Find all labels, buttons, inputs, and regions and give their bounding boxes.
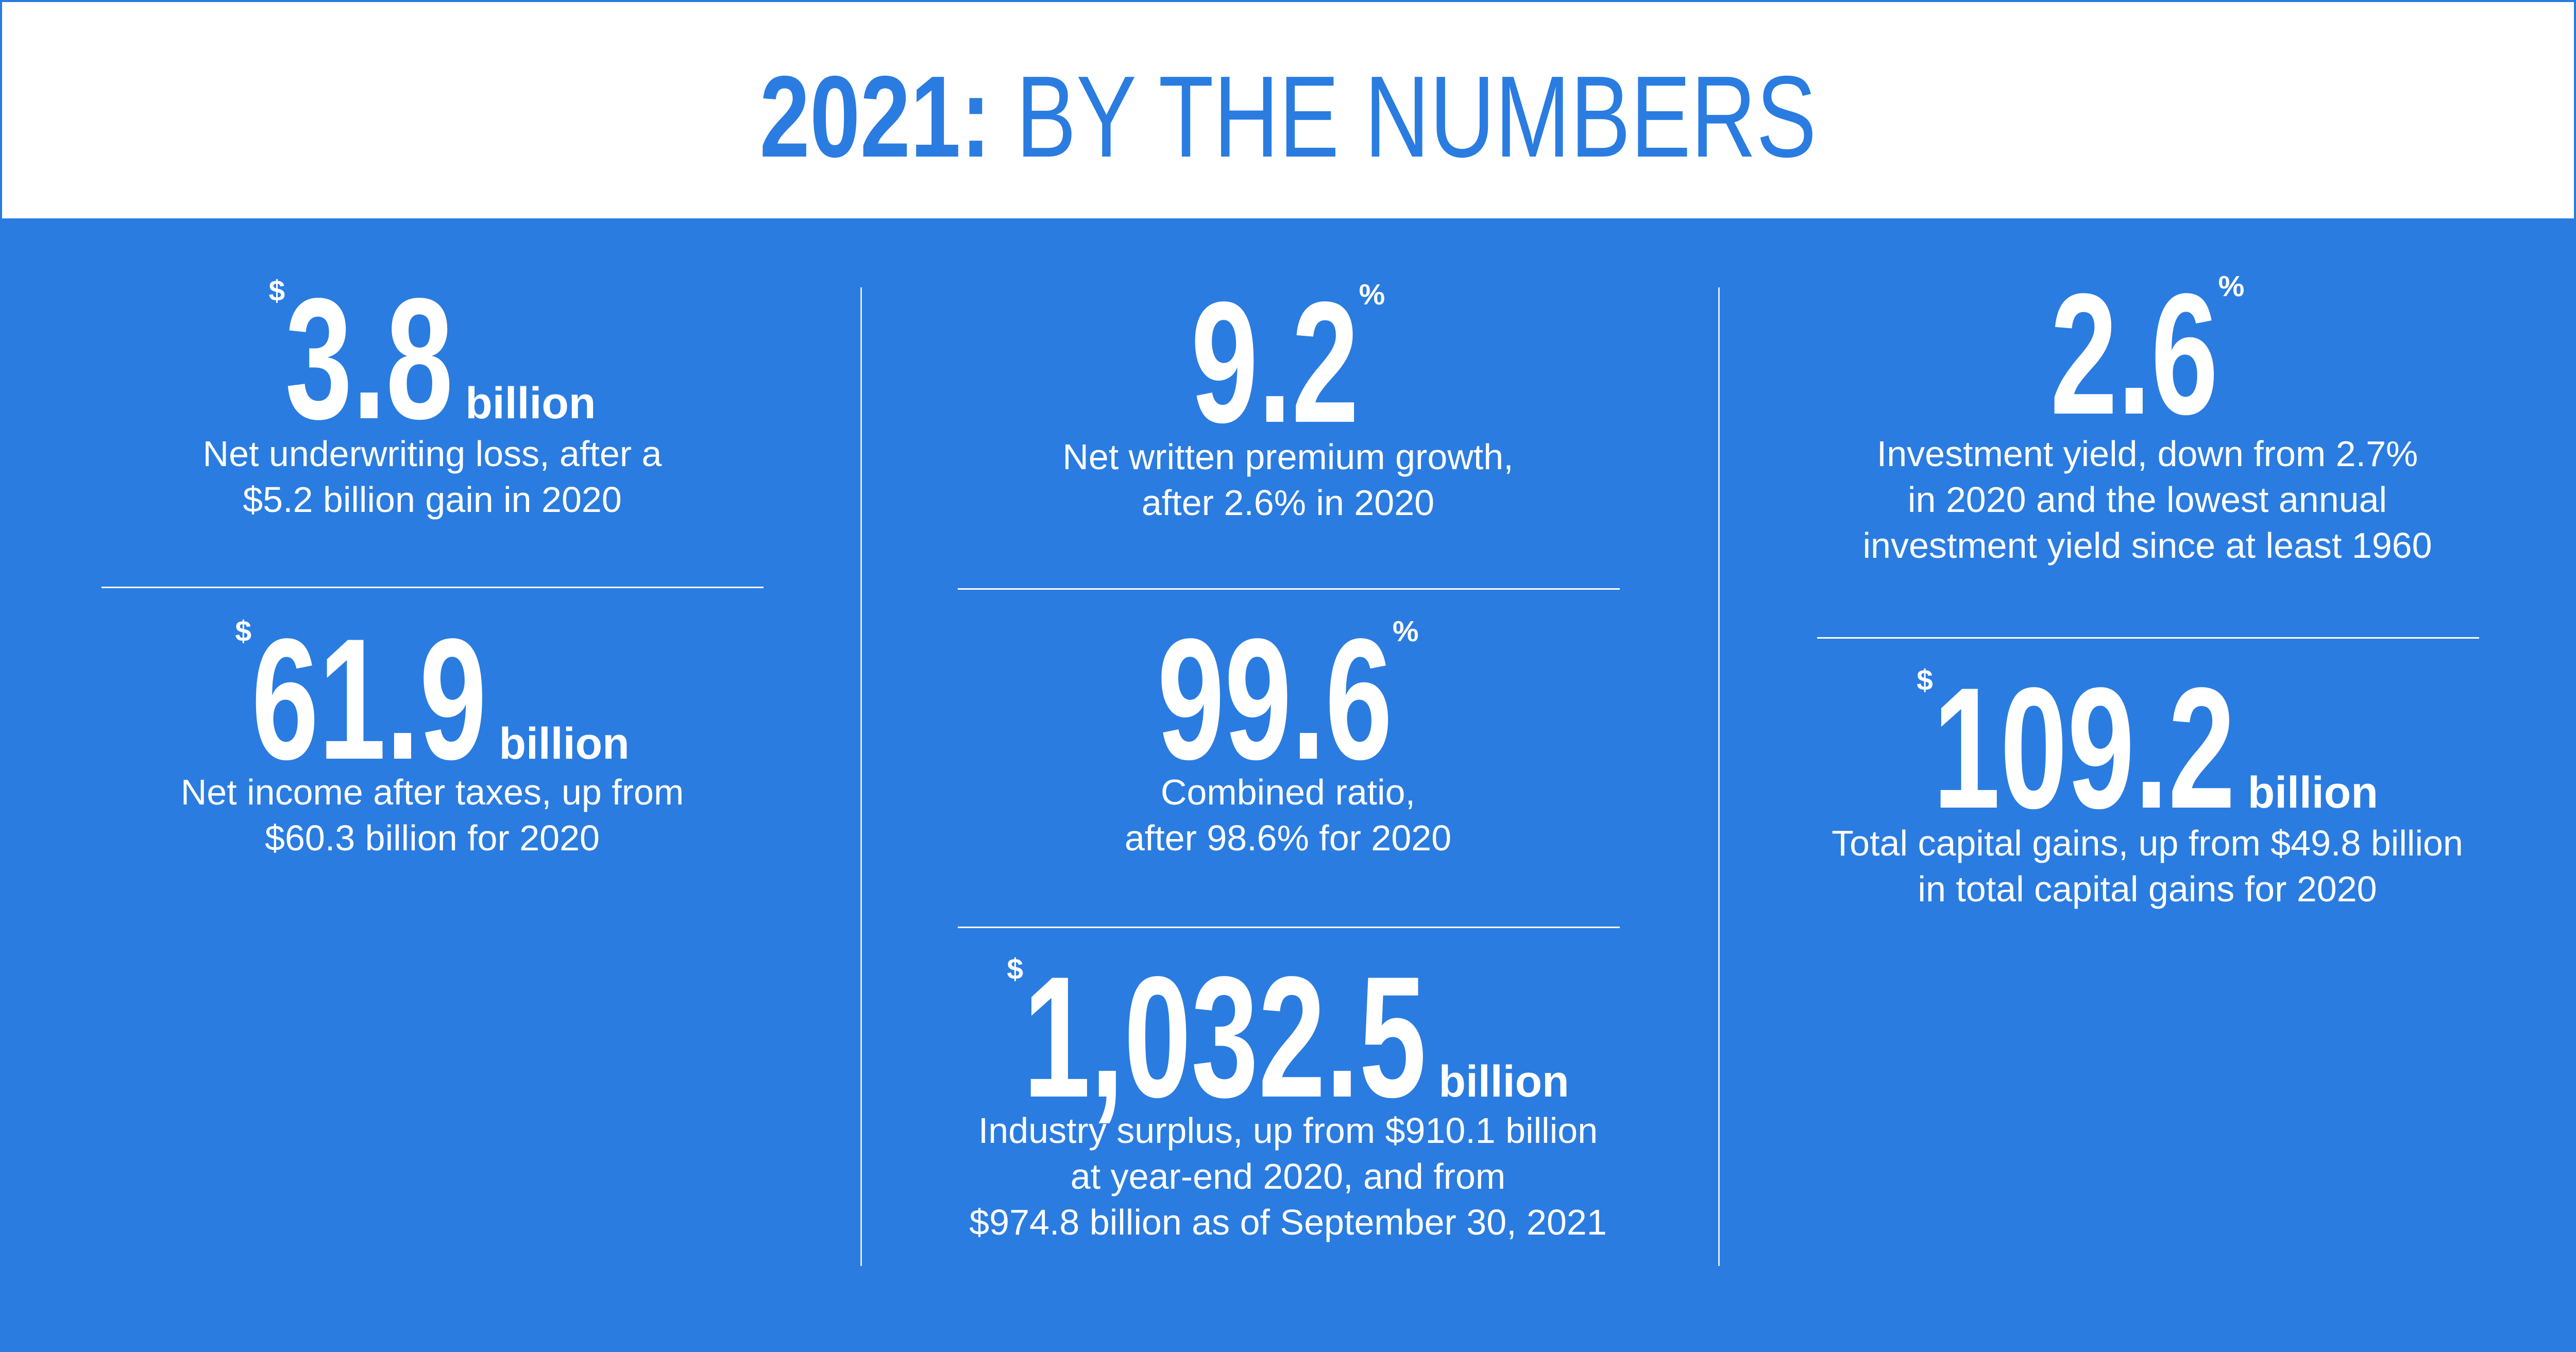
stat-value: 9.2 bbox=[1191, 266, 1359, 458]
stat-description: Net underwriting loss, after a $5.2 billi… bbox=[203, 431, 662, 523]
divider bbox=[958, 927, 1620, 928]
stat-description: Net income after taxes, up from $60.3 bil… bbox=[181, 769, 684, 861]
stat-value: 3.8 bbox=[285, 262, 453, 455]
column-divider bbox=[860, 287, 862, 1266]
header: 2021: BY THE NUMBERS bbox=[0, 0, 2576, 218]
divider bbox=[101, 587, 764, 588]
description-line: investment yield since at least 1960 bbox=[1862, 525, 2432, 566]
column-divider bbox=[1718, 287, 1720, 1266]
title: 2021: BY THE NUMBERS bbox=[2, 59, 2574, 175]
stat-value: 2.6 bbox=[2050, 258, 2218, 450]
divider bbox=[1817, 637, 2479, 639]
description-line: $60.3 billion for 2020 bbox=[265, 818, 600, 858]
description-line: in 2020 and the lowest annual bbox=[1907, 480, 2387, 520]
currency-sign: $ bbox=[1007, 953, 1024, 986]
description-line: in total capital gains for 2020 bbox=[1918, 869, 2377, 909]
percent-sign: % bbox=[1392, 615, 1419, 648]
description-line: Total capital gains, up from $49.8 billi… bbox=[1832, 823, 2463, 863]
description-line: Net written premium growth, bbox=[1062, 437, 1514, 477]
description-line: Net underwriting loss, after a bbox=[202, 434, 662, 474]
description-line: Combined ratio, bbox=[1160, 772, 1416, 812]
stat-figure: $61.9 billion bbox=[235, 613, 629, 785]
description-line: Investment yield, down from 2.7% bbox=[1876, 434, 2418, 474]
stat-description: Industry surplus, up from $910.1 billion… bbox=[969, 1108, 1607, 1245]
stat-value: 61.9 bbox=[251, 603, 487, 795]
stat-description: Combined ratio, after 98.6% for 2020 bbox=[1125, 769, 1451, 861]
divider bbox=[958, 588, 1620, 590]
stat-unit: billion bbox=[465, 379, 596, 428]
stat-figure: $1,032.5 billion bbox=[1007, 951, 1569, 1123]
stat-figure: 99.6% bbox=[1157, 613, 1418, 785]
stat-description: Investment yield, down from 2.7% in 2020 … bbox=[1862, 431, 2432, 569]
stat-description: Net written premium growth, after 2.6% in… bbox=[1062, 434, 1513, 526]
stat-figure: 2.6% bbox=[2050, 268, 2245, 440]
currency-sign: $ bbox=[235, 615, 252, 648]
stat-unit: billion bbox=[1438, 1057, 1569, 1106]
stat-unit: billion bbox=[499, 719, 630, 768]
description-line: Industry surplus, up from $910.1 billion bbox=[978, 1110, 1598, 1151]
currency-sign: $ bbox=[1917, 664, 1933, 697]
stat-figure: $3.8 billion bbox=[269, 272, 596, 445]
stat-value: 99.6 bbox=[1157, 603, 1393, 795]
description-line: at year-end 2020, and from bbox=[1070, 1156, 1506, 1196]
percent-sign: % bbox=[1359, 278, 1385, 311]
currency-sign: $ bbox=[268, 275, 285, 307]
stat-unit: billion bbox=[2247, 768, 2378, 817]
description-line: Net income after taxes, up from bbox=[180, 772, 684, 812]
description-line: $974.8 billion as of September 30, 2021 bbox=[969, 1202, 1607, 1242]
stat-figure: $109.2 billion bbox=[1917, 662, 2378, 834]
percent-sign: % bbox=[2218, 270, 2245, 303]
description-line: after 98.6% for 2020 bbox=[1124, 818, 1452, 858]
stat-value: 109.2 bbox=[1933, 652, 2235, 844]
title-text: BY THE NUMBERS bbox=[1015, 52, 1817, 181]
title-year: 2021: bbox=[759, 52, 991, 181]
stat-description: Total capital gains, up from $49.8 billi… bbox=[1832, 820, 2463, 912]
stat-figure: 9.2% bbox=[1191, 276, 1385, 449]
description-line: after 2.6% in 2020 bbox=[1141, 483, 1435, 523]
description-line: $5.2 billion gain in 2020 bbox=[243, 480, 622, 520]
stat-value: 1,032.5 bbox=[1023, 940, 1427, 1133]
